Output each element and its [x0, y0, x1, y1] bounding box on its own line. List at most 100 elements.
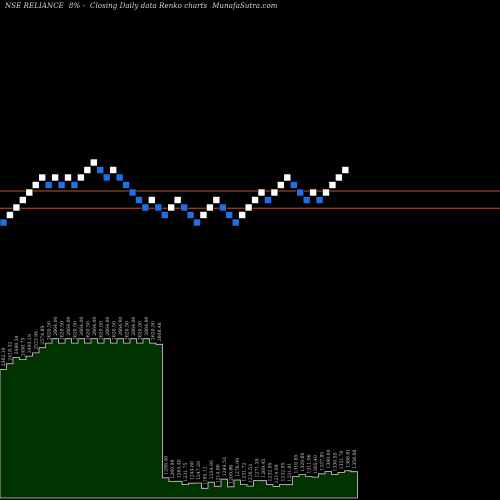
area-value-label: 2620.50	[137, 321, 143, 340]
area-value-label: 1214.09	[274, 464, 280, 483]
area-value-label: 2664.00	[92, 317, 98, 336]
renko-brick-up	[238, 211, 246, 219]
area-value-label: 1366.61	[345, 449, 351, 468]
renko-brick-down	[154, 203, 163, 212]
area-value-label: 2620.50	[59, 321, 65, 340]
renko-brick-down	[225, 211, 234, 219]
renko-brick-down	[289, 181, 298, 189]
area-value-label: 2523.94	[33, 331, 39, 350]
renko-brick-up	[251, 196, 259, 204]
renko-brick-down	[219, 203, 227, 212]
renko-brick-down	[193, 218, 201, 227]
area-value-label: 2620.50	[72, 321, 78, 340]
renko-brick-down	[57, 181, 66, 189]
renko-brick-up	[83, 166, 92, 174]
renko-brick-up	[322, 188, 330, 197]
area-value-label: 1231.72	[241, 463, 247, 482]
area-value-label: 1358.08	[352, 450, 358, 469]
chart-header: NSE RELIANCE 8% - Closing Daily data Renko…	[5, 2, 283, 10]
area-value-label: 2418.32	[7, 342, 13, 361]
renko-brick-down	[122, 181, 130, 189]
renko-brick-down	[180, 203, 188, 212]
renko-brick-up	[25, 188, 34, 197]
renko-brick-up	[6, 211, 14, 219]
area-value-label: 2458.75	[20, 338, 26, 357]
renko-brick-up	[309, 188, 317, 197]
area-value-label: 1260.99	[170, 460, 176, 479]
area-value-label: 1232.95	[280, 462, 286, 481]
renko-brick-down	[115, 173, 124, 182]
area-value-label: 2664.00	[66, 317, 72, 336]
area-value-label: 2620.50	[124, 321, 130, 340]
renko-brick-down	[315, 196, 324, 204]
renko-brick-down	[135, 196, 143, 204]
renko-brick-down	[186, 211, 195, 219]
area-value-label: 1269.45	[261, 459, 267, 478]
renko-brick-down	[231, 218, 240, 227]
renko-brick-up	[206, 203, 214, 212]
area-value-label: 2664.00	[105, 317, 111, 336]
area-value-label: 1216.53	[248, 464, 254, 483]
renko-brick-down	[70, 181, 79, 189]
renko-brick-up	[19, 196, 27, 204]
area-value-label: 2620.50	[46, 321, 52, 340]
renko-brick-up	[173, 196, 182, 204]
renko-brick-up	[277, 181, 285, 189]
area-value-label: 1209.86	[228, 465, 234, 484]
area-value-label: 1214.80	[215, 464, 221, 483]
area-value-label: 2620.50	[111, 321, 117, 340]
area-value-label: 1337.85	[319, 452, 325, 471]
renko-brick-up	[341, 166, 350, 174]
renko-brick-up	[77, 173, 85, 182]
area-value-label: 2620.50	[150, 321, 156, 340]
area-value-label: 2664.00	[53, 317, 59, 336]
area-value-label: 1195.12	[202, 466, 208, 485]
price-area	[0, 338, 358, 499]
source-label: MunafaSutra.com	[212, 2, 278, 10]
renko-brick-up	[199, 211, 208, 219]
area-value-label: 1231.75	[183, 463, 189, 482]
change-label: 8% -	[68, 2, 86, 10]
renko-brick-up	[283, 173, 292, 182]
renko-brick-up	[335, 173, 343, 182]
renko-brick-up	[12, 203, 21, 212]
area-value-label: 1351.70	[339, 450, 345, 469]
renko-brick-up	[38, 173, 47, 182]
renko-brick-up	[64, 173, 72, 182]
area-value-label: 2608.48	[157, 322, 163, 341]
area-value-label: 1254.95	[209, 460, 215, 479]
renko-brick-down	[0, 218, 8, 227]
area-value-label: 1310.85	[293, 454, 299, 473]
area-value-label: 1264.40	[176, 459, 182, 478]
area-value-label: 1232.95	[267, 462, 273, 481]
renko-brick-up	[328, 181, 337, 189]
renko-brick-down	[296, 188, 305, 197]
area-value-label: 2493.19	[27, 334, 33, 353]
area-value-label: 1244.80	[189, 461, 195, 480]
area-value-label: 1271.39	[254, 458, 260, 477]
area-value-label: 1247.20	[196, 461, 202, 480]
renko-brick-down	[264, 196, 272, 204]
renko-brick-up	[270, 188, 279, 197]
symbol-label: NSE RELIANCE	[5, 2, 64, 10]
renko-brick-down	[102, 173, 111, 182]
area-value-label: 1329.60	[300, 453, 306, 472]
renko-brick-up	[148, 196, 156, 204]
area-value-label: 2362.10	[1, 347, 7, 366]
area-value-label: 2620.50	[85, 321, 91, 340]
renko-brick-up	[90, 158, 98, 167]
area-value-label: 1311.06	[306, 454, 312, 473]
renko-brick-up	[212, 196, 221, 204]
renko-brick-up	[257, 188, 266, 197]
area-value-label: 2664.00	[79, 317, 85, 336]
renko-brick-down	[141, 203, 150, 212]
renko-brick-up	[167, 203, 175, 212]
renko-brick-down	[96, 166, 105, 174]
area-value-label: 2574.89	[40, 326, 46, 345]
renko-brick-down	[160, 211, 169, 219]
area-value-label: 2664.00	[144, 317, 150, 336]
area-value-label: 2480.34	[14, 335, 20, 354]
renko-brick-up	[51, 173, 59, 182]
